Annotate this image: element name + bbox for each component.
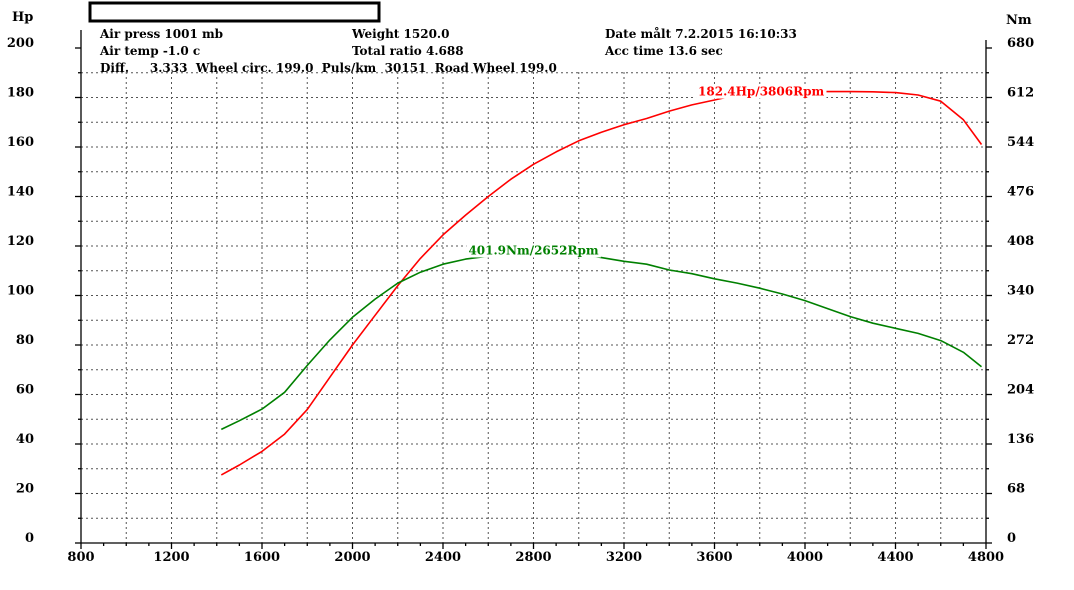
left-tick-label: 160 xyxy=(7,135,34,150)
x-tick-label: 1200 xyxy=(153,550,189,565)
diff-text: Diff. 3.333 Wheel circ. 199.0 Puls/km 30… xyxy=(100,61,557,75)
left-tick-label: 40 xyxy=(16,432,34,447)
left-tick-label: 20 xyxy=(16,482,34,497)
right-tick-label: 272 xyxy=(1007,333,1034,348)
weight-text: Weight 1520.0 xyxy=(351,27,449,41)
right-tick-label: 204 xyxy=(1007,383,1034,398)
x-tick-label: 800 xyxy=(67,550,94,565)
air-temp-text: Air temp -1.0 c xyxy=(99,44,200,58)
left-axis-label: Hp xyxy=(12,10,33,25)
x-tick-label: 4400 xyxy=(877,550,913,565)
series-lines: 182.4Hp/3806Rpm 401.9Nm/2652Rpm xyxy=(220,84,983,476)
right-tick-label: 476 xyxy=(1007,185,1034,200)
x-tick-labels: 800 1200 1600 2000 2400 2800 3200 3600 4000 4400 4… xyxy=(67,550,1004,565)
nm-peak-label-bg xyxy=(466,243,601,258)
right-tick-labels: 0 68 136 204 272 340 408 476 544 612 680 xyxy=(1007,36,1034,546)
x-tick-label: 2800 xyxy=(515,550,551,565)
right-tick-label: 408 xyxy=(1007,234,1034,249)
right-tick-label: 340 xyxy=(1007,284,1034,299)
x-tick-label: 4800 xyxy=(968,550,1004,565)
nm-line xyxy=(220,249,983,431)
left-tick-label: 180 xyxy=(7,86,34,101)
right-tick-label: 136 xyxy=(1007,432,1034,447)
left-tick-label: 100 xyxy=(7,284,34,299)
nm-peak-label: 401.9Nm/2652Rpm xyxy=(468,243,598,257)
right-tick-label: 544 xyxy=(1007,135,1034,150)
x-tick-label: 3200 xyxy=(606,550,642,565)
left-tick-labels: 0 20 40 60 80 100 120 140 160 180 200 xyxy=(7,36,34,546)
total-ratio-text: Total ratio 4.688 xyxy=(352,44,464,58)
left-tick-label: 60 xyxy=(16,383,34,398)
axes xyxy=(75,30,992,549)
x-tick-label: 3600 xyxy=(696,550,732,565)
acc-time-text: Acc time 13.6 sec xyxy=(604,44,723,58)
date-text: Date målt 7.2.2015 16:10:33 xyxy=(605,26,797,41)
hp-line xyxy=(220,90,983,476)
x-tick-label: 1600 xyxy=(244,550,280,565)
right-tick-label: 680 xyxy=(1007,36,1034,51)
right-tick-label: 0 xyxy=(1007,531,1016,546)
x-tick-label: 4000 xyxy=(787,550,823,565)
right-tick-label: 68 xyxy=(1007,482,1025,497)
hp-peak-label: 182.4Hp/3806Rpm xyxy=(698,85,824,99)
right-tick-label: 612 xyxy=(1007,86,1034,101)
hp-peak-label-bg xyxy=(696,84,827,99)
left-tick-label: 0 xyxy=(25,531,34,546)
title-box xyxy=(88,1,381,23)
right-axis-label: Nm xyxy=(1006,13,1032,28)
left-tick-label: 200 xyxy=(7,36,34,51)
left-tick-label: 120 xyxy=(7,234,34,249)
x-tick-label: 2000 xyxy=(334,550,370,565)
x-tick-label: 2400 xyxy=(425,550,461,565)
grid xyxy=(81,72,986,543)
left-tick-label: 140 xyxy=(7,185,34,200)
air-press-text: Air press 1001 mb xyxy=(99,27,223,41)
left-tick-label: 80 xyxy=(16,333,34,348)
